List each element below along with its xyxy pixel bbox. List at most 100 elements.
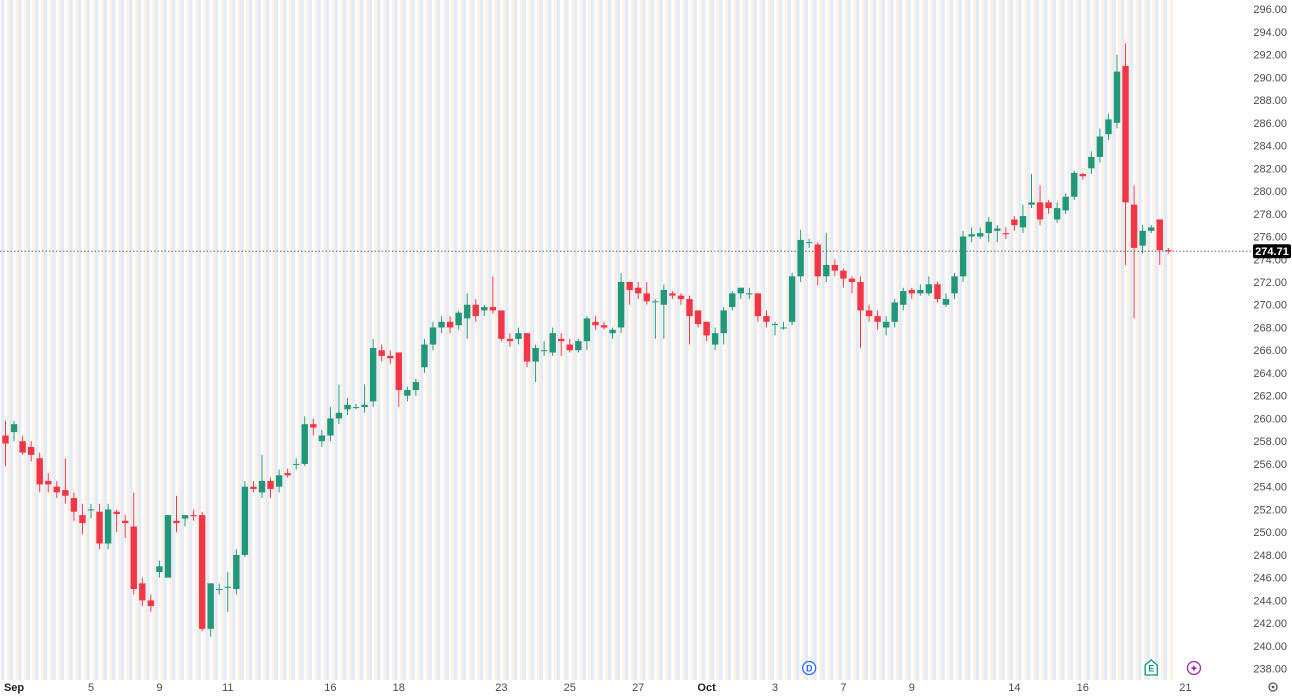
candle[interactable] (498, 310, 505, 342)
candle[interactable] (19, 435, 26, 455)
candle[interactable] (635, 282, 642, 300)
candle[interactable] (626, 282, 633, 305)
candle[interactable] (977, 227, 984, 239)
candle[interactable] (703, 321, 710, 342)
candle[interactable] (951, 272, 958, 300)
candle[interactable] (113, 509, 120, 533)
candle[interactable] (395, 352, 402, 408)
candle[interactable] (87, 503, 95, 519)
candle[interactable] (1019, 204, 1027, 234)
candle[interactable] (198, 511, 206, 632)
candle[interactable] (985, 217, 992, 243)
candle[interactable] (27, 441, 35, 462)
candle[interactable] (720, 307, 727, 345)
candle[interactable] (481, 304, 488, 317)
candle[interactable] (771, 321, 779, 336)
candle[interactable] (934, 282, 941, 303)
candle[interactable] (404, 386, 411, 402)
candle[interactable] (258, 454, 266, 499)
candle[interactable] (677, 293, 685, 305)
candle[interactable] (164, 515, 172, 578)
candle[interactable] (335, 384, 343, 425)
candle[interactable] (686, 295, 693, 345)
candle[interactable] (549, 327, 556, 356)
candle[interactable] (669, 291, 676, 300)
candle[interactable] (1139, 225, 1146, 254)
candle[interactable] (301, 416, 308, 467)
candle[interactable] (207, 583, 214, 637)
settings-icon[interactable] (1268, 682, 1278, 692)
candle[interactable] (652, 299, 659, 339)
candle[interactable] (1062, 193, 1069, 214)
candle[interactable] (429, 321, 437, 351)
candle[interactable] (806, 238, 813, 248)
candle[interactable] (472, 299, 479, 322)
candle[interactable] (865, 304, 873, 322)
candle[interactable] (70, 492, 78, 521)
candle[interactable] (857, 276, 864, 348)
candle[interactable] (1045, 200, 1052, 214)
candle[interactable] (848, 276, 856, 294)
candle[interactable] (1071, 170, 1078, 201)
candle[interactable] (788, 272, 796, 326)
candle[interactable] (1028, 173, 1035, 209)
candle[interactable] (139, 577, 146, 607)
candle[interactable] (446, 316, 454, 334)
candle[interactable] (250, 481, 257, 493)
candle[interactable] (1088, 151, 1095, 174)
candle[interactable] (2, 420, 9, 467)
candle[interactable] (275, 469, 283, 493)
candle[interactable] (53, 481, 60, 499)
candle[interactable] (874, 310, 881, 330)
candle[interactable] (241, 481, 249, 558)
candle[interactable] (566, 338, 573, 353)
candle[interactable] (156, 560, 163, 578)
candle[interactable] (942, 293, 950, 308)
candle[interactable] (464, 293, 471, 339)
candle[interactable] (130, 492, 137, 595)
candle[interactable] (754, 293, 762, 322)
candle[interactable] (823, 233, 830, 283)
candle[interactable] (617, 272, 625, 334)
event-marker[interactable]: E (1144, 659, 1158, 676)
candle[interactable] (558, 333, 565, 356)
candle[interactable] (600, 321, 608, 330)
candle[interactable] (540, 341, 548, 356)
candle[interactable] (763, 310, 770, 328)
candle[interactable] (840, 268, 847, 288)
candle[interactable] (267, 477, 274, 499)
candle[interactable] (814, 242, 821, 286)
candle[interactable] (660, 284, 668, 339)
candle[interactable] (36, 452, 43, 493)
candle[interactable] (891, 299, 898, 328)
candle[interactable] (378, 344, 385, 362)
candle[interactable] (1156, 219, 1163, 265)
candle[interactable] (79, 503, 86, 535)
candle[interactable] (711, 327, 719, 351)
candle[interactable] (1011, 216, 1018, 231)
candle[interactable] (694, 310, 702, 328)
candle[interactable] (1105, 113, 1112, 140)
candle[interactable] (173, 495, 180, 533)
candle[interactable] (994, 225, 1001, 243)
candle[interactable] (797, 229, 804, 283)
candle[interactable] (216, 583, 223, 595)
candle[interactable] (361, 384, 368, 413)
candle[interactable] (1036, 185, 1044, 226)
candle[interactable] (609, 327, 616, 339)
candle[interactable] (1130, 185, 1138, 319)
candle[interactable] (1096, 128, 1104, 163)
candle[interactable] (515, 327, 522, 345)
candle[interactable] (1165, 247, 1172, 254)
candle[interactable] (908, 287, 915, 300)
candle[interactable] (327, 407, 334, 442)
candle[interactable] (592, 316, 599, 330)
candle[interactable] (1079, 172, 1086, 180)
candle[interactable] (421, 338, 428, 373)
candle[interactable] (523, 333, 531, 368)
candle[interactable] (1148, 225, 1155, 234)
candle[interactable] (190, 509, 197, 521)
candle[interactable] (318, 429, 326, 447)
candle[interactable] (10, 420, 18, 442)
